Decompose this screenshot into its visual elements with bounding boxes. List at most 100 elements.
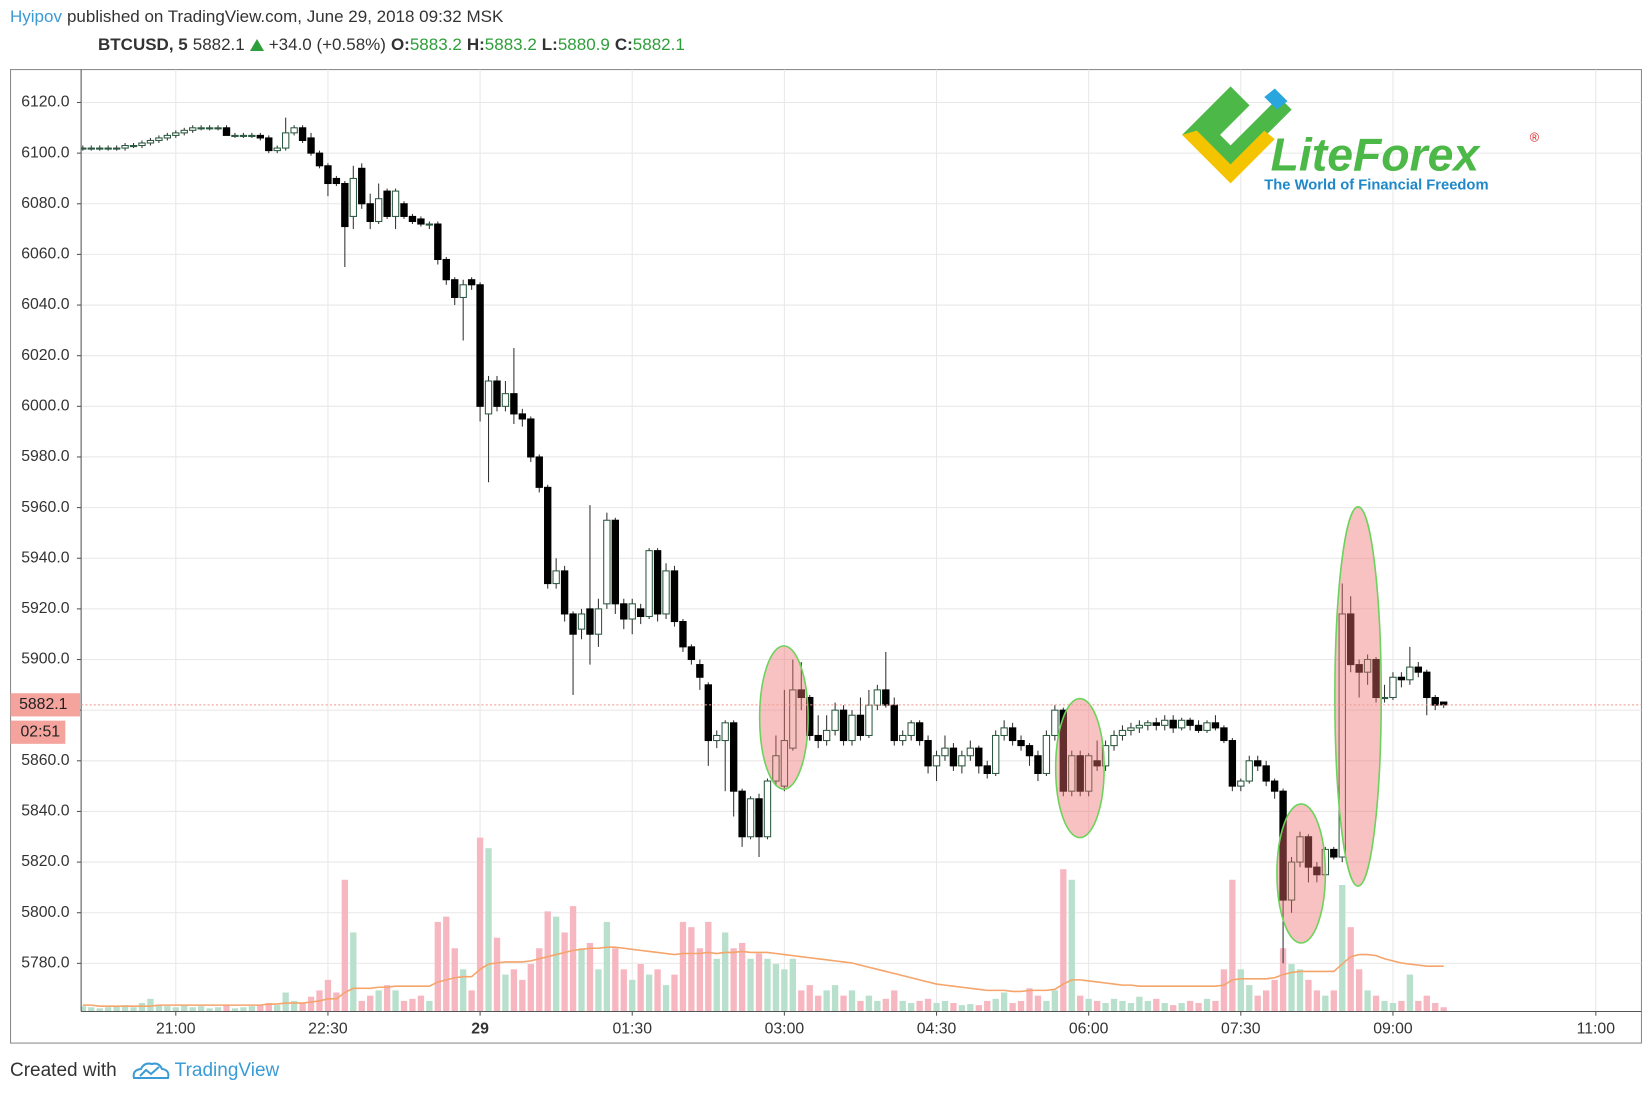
candle-body [873, 689, 882, 706]
candle-body [746, 798, 755, 838]
volume-bar [1043, 1000, 1050, 1012]
y-tick-label: 5900.0 [21, 651, 70, 668]
y-tick-label: 5940.0 [21, 549, 70, 566]
candle-body [1211, 722, 1220, 729]
candle-body [544, 486, 552, 585]
candle-body [1355, 664, 1363, 673]
highlight-ellipse [1054, 697, 1105, 839]
candle-body [958, 755, 966, 767]
author[interactable]: Hyipov [10, 7, 62, 26]
candle-body [1245, 760, 1253, 782]
candle-body [451, 279, 459, 298]
candle-body [172, 132, 180, 136]
volume-bar [121, 1005, 129, 1012]
logo-mark [1182, 130, 1275, 184]
publish-line: Hyipov published on TradingView.com, Jun… [10, 7, 503, 27]
candle-body [1423, 671, 1431, 699]
candle-body [1084, 755, 1093, 792]
tradingview-icon[interactable] [132, 1060, 170, 1082]
volume-bar [569, 906, 577, 1012]
candle-body [586, 608, 594, 635]
y-tick-label: 5800.0 [21, 904, 70, 921]
volume-bar [468, 990, 475, 1012]
volume-bar [586, 942, 594, 1012]
volume-bar [1398, 1000, 1405, 1012]
volume-bar [823, 990, 830, 1012]
volume-bar [1423, 995, 1430, 1012]
x-tick-label: 22:30 [308, 1021, 348, 1038]
volume-bar [1279, 948, 1287, 1012]
volume-bar [1355, 969, 1363, 1012]
candle-body [383, 190, 391, 217]
candle-body [738, 790, 746, 838]
volume-bar [798, 990, 805, 1012]
candle-body [569, 613, 577, 635]
tradingview-link[interactable]: TradingView [174, 1060, 280, 1081]
candle-body [915, 722, 924, 742]
candle-body [645, 550, 653, 618]
volume-bar [1136, 996, 1143, 1012]
volume-bar [147, 998, 154, 1012]
last-price: 5882.1 [192, 35, 245, 54]
volume-bar [451, 948, 458, 1012]
candle-body [163, 134, 172, 139]
volume-bar [1288, 964, 1295, 1012]
volume-bar [1026, 988, 1033, 1012]
volume-bar [899, 1000, 906, 1012]
volume-bar [214, 1007, 222, 1012]
candle-body [501, 393, 510, 407]
candle-body [814, 734, 822, 742]
candle-body [890, 704, 898, 742]
candle-body [146, 139, 155, 144]
candle-body [425, 223, 434, 226]
candle-body [721, 722, 729, 742]
candle-body [1017, 740, 1025, 747]
candle-body [1068, 755, 1076, 792]
candle-body [1406, 666, 1414, 681]
volume-bar [992, 998, 999, 1012]
volume-bar [705, 921, 712, 1012]
volume-bar [1432, 1003, 1439, 1012]
logo-name: LiteForex [1271, 128, 1482, 180]
candle-body [992, 734, 1000, 774]
volume-bar [916, 1000, 923, 1012]
y-tick-label: 6060.0 [21, 246, 70, 263]
candle-body [636, 608, 645, 618]
high-label: H: [466, 35, 485, 54]
candle-body [983, 765, 991, 774]
last-price-label: 5882.1 [19, 696, 68, 713]
candle-body [180, 129, 188, 134]
last-price-tag [10, 693, 81, 717]
highlight-ellipse [1334, 506, 1383, 887]
volume-bar [561, 932, 568, 1012]
volume-bar [1093, 1000, 1101, 1012]
logo: LiteForex ® The World of Financial Freed… [1182, 86, 1540, 193]
volume-bar [164, 1006, 171, 1012]
volume-bar [367, 995, 374, 1012]
volume-bar [815, 995, 822, 1012]
x-tick-label: 09:00 [1373, 1021, 1413, 1038]
candle-body [966, 747, 975, 757]
y-tick-label: 5780.0 [21, 955, 70, 972]
candle-body [442, 258, 450, 281]
volume-bar [341, 879, 349, 1012]
candle-body [349, 177, 357, 217]
candle-body [324, 165, 332, 185]
candle-body [527, 418, 535, 458]
candle-body [1135, 724, 1144, 729]
candle-body [307, 137, 315, 154]
volume-bar [781, 969, 788, 1012]
candle-body [763, 780, 772, 838]
volume-bar [1119, 1000, 1126, 1012]
volume-bar [1000, 992, 1008, 1012]
volume-bar [730, 948, 737, 1012]
candle-body [941, 747, 949, 757]
volume-bar [696, 948, 704, 1012]
volume-bar [1415, 1000, 1422, 1012]
volume-bar [383, 985, 391, 1012]
volume-bar [1153, 998, 1160, 1012]
highlight-ellipse [1276, 803, 1327, 944]
candle-body [1414, 666, 1423, 673]
volume-bar [417, 995, 425, 1012]
